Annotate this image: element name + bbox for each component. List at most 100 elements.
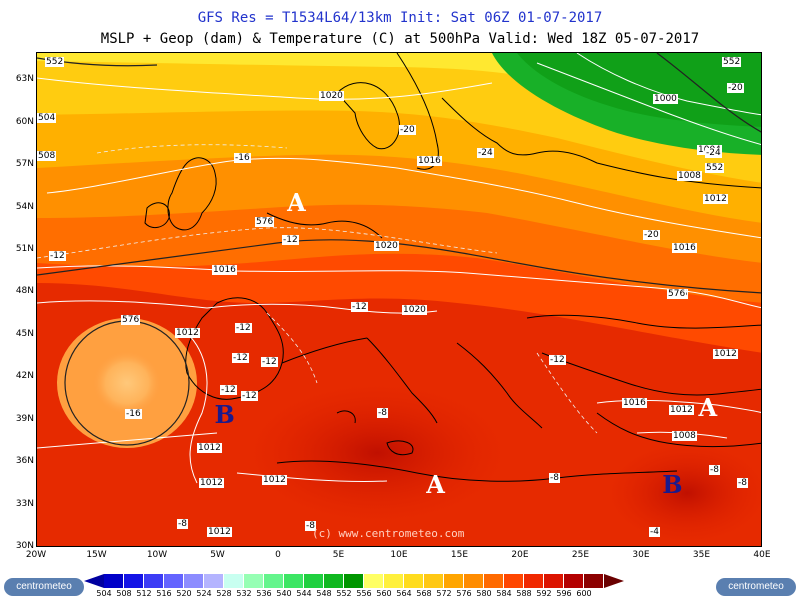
temperature-label: -16 xyxy=(234,153,251,163)
temperature-label: -20 xyxy=(727,83,744,93)
title-run-info: GFS Res = T1534L64/13km Init: Sat 06Z 01… xyxy=(197,10,603,26)
geopotential-label: 508 xyxy=(37,151,57,161)
lon-tick-label: 0 xyxy=(275,550,281,560)
isotherms xyxy=(37,144,598,434)
isobar-label: 1012 xyxy=(713,349,738,359)
colorbar-swatch xyxy=(324,574,344,588)
lat-tick-label: 51N xyxy=(15,244,34,254)
lat-tick-label: 36N xyxy=(15,456,34,467)
lon-tick-label: 20E xyxy=(511,550,529,560)
colorbar-tick-label: 520 xyxy=(176,589,192,598)
geopotential-shading xyxy=(37,53,761,546)
colorbar-tick-label: 540 xyxy=(276,589,292,598)
lon-tick-label: 5E xyxy=(332,550,345,560)
colorbar-swatch xyxy=(504,574,524,588)
isobar-label: 1020 xyxy=(319,91,344,101)
colorbar-tick-label: 592 xyxy=(536,589,552,598)
temperature-label: -8 xyxy=(305,521,316,531)
colorbar-tick-label: 544 xyxy=(296,589,312,598)
high-pressure-center: A xyxy=(426,470,445,500)
colorbar-swatch xyxy=(304,574,324,588)
isobar-label: 1012 xyxy=(703,194,728,204)
title-fields-valid-time: MSLP + Geop (dam) & Temperature (C) at 5… xyxy=(100,31,700,47)
colorbar-swatch xyxy=(344,574,364,588)
colorbar-swatch xyxy=(524,574,544,588)
isobar-label: 1008 xyxy=(677,171,702,181)
low-pressure-center: B xyxy=(214,399,235,429)
temperature-label: -4 xyxy=(649,527,660,537)
colorbar-swatch xyxy=(484,574,504,588)
lat-tick-label: 48N xyxy=(15,286,34,297)
colorbar-swatch xyxy=(424,574,444,588)
centrometeo-logo-left: centrometeo xyxy=(4,578,84,596)
temperature-label: -8 xyxy=(737,478,748,488)
colorbar-swatch xyxy=(584,574,604,588)
colorbar-swatch xyxy=(444,574,464,588)
lat-tick-label: 39N xyxy=(15,413,34,424)
colorbar-swatch xyxy=(284,574,304,588)
colorbar-tick-label: 504 xyxy=(96,589,112,598)
colorbar-tick-label: 524 xyxy=(196,589,212,598)
isobar-label: 1020 xyxy=(374,241,399,251)
colorbar-tick-label: 564 xyxy=(396,589,412,598)
geopotential-label: 552 xyxy=(705,163,725,173)
colorbar-tick-label: 528 xyxy=(216,589,232,598)
lon-tick-label: 30E xyxy=(632,550,650,560)
isobar-label: 1020 xyxy=(402,305,427,315)
isobar-label: 1012 xyxy=(175,328,200,338)
colorbar-tick-label: 552 xyxy=(336,589,352,598)
lat-tick-label: 45N xyxy=(15,328,34,339)
colorbar-tick-label: 560 xyxy=(376,589,392,598)
lat-tick-label: 63N xyxy=(15,74,34,85)
temperature-label: -20 xyxy=(399,125,416,135)
lon-tick-label: 10E xyxy=(390,550,408,560)
temperature-label: -12 xyxy=(351,302,368,312)
colorbar-tick-label: 588 xyxy=(516,589,532,598)
isobar-label: 1012 xyxy=(207,527,232,537)
geopotential-label: 504 xyxy=(37,113,57,123)
temperature-label: -20 xyxy=(643,230,660,240)
weather-map: A B A A B 1020 1016 1020 1012 1020 1016 1016 1012 10… xyxy=(36,52,762,547)
lat-tick-label: 42N xyxy=(15,371,34,382)
colorbar-tick-label: 512 xyxy=(136,589,152,598)
colorbar-tick-label: 548 xyxy=(316,589,332,598)
lat-tick-label: 54N xyxy=(15,201,34,212)
colorbar-tick-label: 572 xyxy=(436,589,452,598)
isobar-label: 1008 xyxy=(672,431,697,441)
colorbar-swatch xyxy=(204,574,224,588)
colorbar-tick-label: 576 xyxy=(456,589,472,598)
lon-tick-label: 15E xyxy=(450,550,469,560)
isobar-label: 1012 xyxy=(199,478,224,488)
geopotential-label: 552 xyxy=(722,57,742,67)
watermark-text: (c) www.centrometeo.com xyxy=(312,527,465,540)
colorbar-swatch xyxy=(264,574,284,588)
geopotential-label: 576 xyxy=(667,289,687,299)
colorbar-swatch xyxy=(124,574,144,588)
colorbar-swatch xyxy=(404,574,424,588)
isobars xyxy=(37,53,761,484)
isobar-label: 1016 xyxy=(417,156,442,166)
colorbar-swatch xyxy=(224,574,244,588)
temperature-label: -12 xyxy=(220,385,237,395)
lon-tick-label: 35E xyxy=(692,550,711,560)
temperature-label: -8 xyxy=(177,519,188,529)
centrometeo-logo-right: centrometeo xyxy=(716,578,796,596)
colorbar-swatch xyxy=(164,574,184,588)
colorbar-tick-label: 536 xyxy=(256,589,272,598)
isobar-label: 1012 xyxy=(197,443,222,453)
lon-tick-label: 15W xyxy=(86,550,107,560)
isobar-label: 1016 xyxy=(672,243,697,253)
temperature-label: -24 xyxy=(477,148,494,158)
lon-tick-label: 5W xyxy=(210,550,225,560)
temperature-label: -12 xyxy=(232,353,249,363)
geopotential-label: 576 xyxy=(255,217,275,227)
colorbar-tick-label: 568 xyxy=(416,589,432,598)
high-pressure-center: A xyxy=(698,392,718,422)
lon-tick-label: 25E xyxy=(571,550,590,560)
temperature-label: -8 xyxy=(549,473,560,483)
colorbar-tick-label: 556 xyxy=(356,589,372,598)
colorbar-tick-label: 508 xyxy=(116,589,132,598)
lat-tick-label: 30N xyxy=(15,541,34,551)
temperature-label: -12 xyxy=(282,235,299,245)
colorbar-swatch xyxy=(564,574,584,588)
